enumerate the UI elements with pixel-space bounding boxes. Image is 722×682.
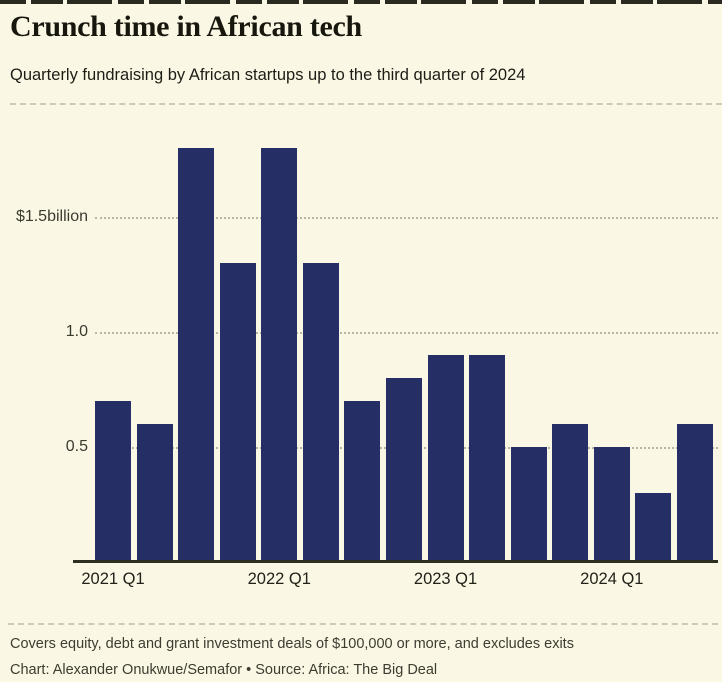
y-gridline: [95, 332, 718, 334]
bar-2023-q2: [469, 355, 506, 562]
bar-2022-q4: [385, 378, 422, 562]
bar-2023-q4: [552, 424, 589, 562]
bar-2021-q3: [178, 148, 215, 562]
y-gridline: [95, 217, 718, 219]
bar-2021-q1: [95, 401, 131, 562]
header-divider: [10, 103, 722, 105]
bar-2022-q3: [344, 401, 381, 562]
bar-2023-q1: [427, 355, 464, 562]
chart-subtitle: Quarterly fundraising by African startup…: [10, 66, 526, 84]
plot-area: $1.5billion 1.0 0.5 2021 Q1 2022 Q1 2023 Q1 20…: [15, 148, 718, 588]
chart-title: Crunch time in African tech: [10, 10, 362, 43]
bar-2024-q1: [593, 447, 630, 562]
x-axis-tick-label: 2024 Q1: [580, 570, 644, 588]
footnote: Covers equity, debt and grant investment…: [10, 636, 574, 652]
y-axis-tick-label: 1.0: [65, 323, 88, 340]
bar-2021-q4: [219, 263, 256, 562]
bar-2024-q3: [676, 424, 713, 562]
y-axis-tick-label: 0.5: [65, 438, 88, 455]
credit-line: Chart: Alexander Onukwue/Semafor • Sourc…: [10, 662, 438, 678]
cropped-text-strip: [0, 0, 722, 4]
x-axis-line: [73, 560, 718, 563]
bar-2024-q2: [635, 493, 672, 562]
x-axis-tick-label: 2021 Q1: [81, 570, 145, 588]
bar-2021-q2: [136, 424, 173, 562]
x-axis-tick-label: 2022 Q1: [247, 570, 311, 588]
y-axis-tick-label: $1.5billion: [15, 208, 88, 225]
bar-2022-q2: [302, 263, 339, 562]
footer-divider: [8, 623, 718, 625]
bar-2023-q3: [510, 447, 547, 562]
bar-2022-q1: [261, 148, 298, 562]
x-axis-tick-label: 2023 Q1: [413, 570, 478, 588]
